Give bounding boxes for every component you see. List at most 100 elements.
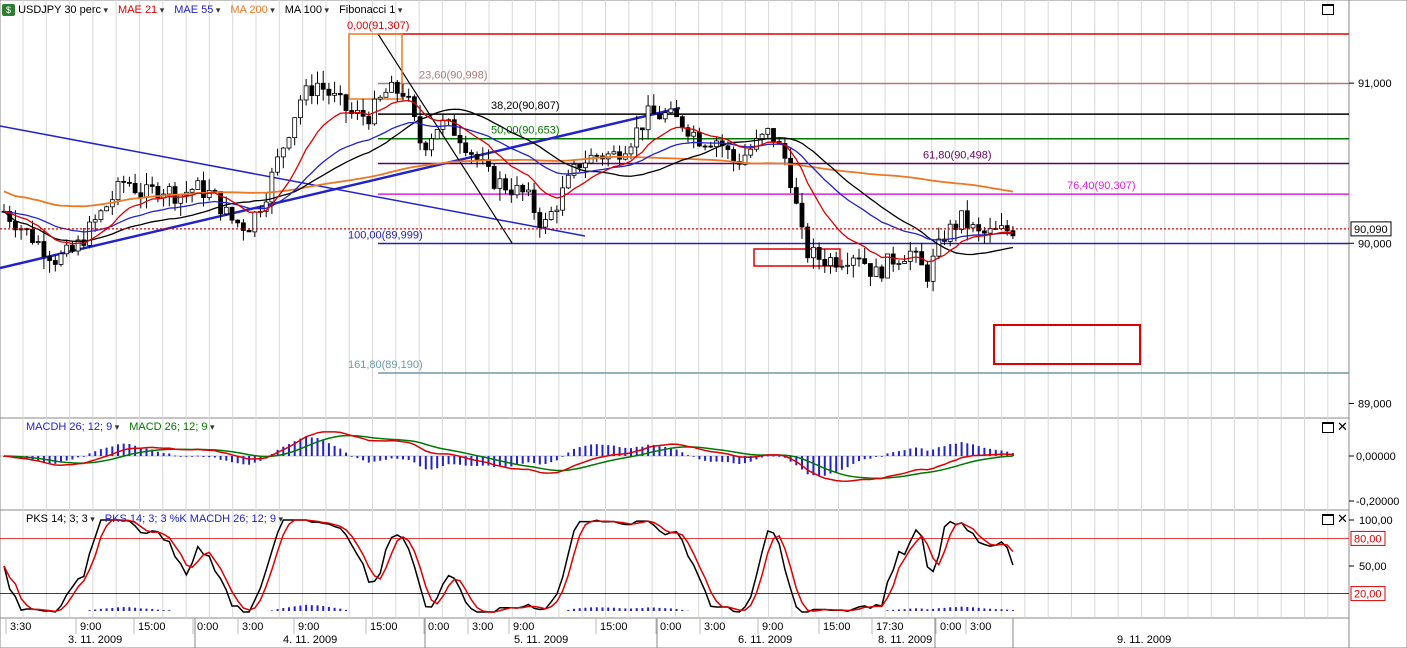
candle-body: [531, 189, 537, 213]
macd-histogram-bar: [744, 456, 746, 464]
macd-histogram-bar: [367, 456, 370, 463]
pks-indicator[interactable]: PKS 14; 3; 3: [26, 513, 95, 525]
candle-body: [947, 223, 953, 242]
macd-histogram-bar: [869, 456, 872, 459]
time-tick-label: 9:00: [762, 621, 783, 633]
maximize-stoch-panel-icon[interactable]: [1322, 514, 1334, 525]
candle-body: [64, 244, 70, 255]
candle-body: [332, 93, 338, 96]
candle-body: [309, 85, 315, 97]
macd-histogram-bar: [356, 456, 359, 459]
time-tick-label: 0:00: [940, 621, 961, 633]
candle-body: [697, 131, 702, 147]
fib-label: 50,00(90,653): [491, 125, 560, 137]
candle-body: [297, 99, 303, 119]
fib-label: 61,80(90,498): [923, 150, 992, 162]
stoch-histogram-bar: [618, 608, 621, 611]
macd-histogram-bar: [145, 448, 148, 456]
stoch-histogram-bar: [949, 607, 952, 611]
macd-histogram-bar: [504, 456, 507, 467]
candle-body: [936, 238, 942, 257]
macd-indicator[interactable]: MACD 26; 12; 9: [129, 421, 214, 433]
candle-body: [856, 257, 862, 260]
macd-histogram-bar: [601, 444, 604, 456]
macd-histogram-bar: [544, 456, 547, 464]
candle-body: [406, 95, 412, 98]
macd-histogram-bar: [573, 448, 575, 456]
macd-histogram-bar: [453, 456, 456, 465]
fib-anchor-line: [377, 33, 513, 244]
pks-macdh-indicator[interactable]: PKS 14; 3; 3 %K MACDH 26; 12; 9: [105, 513, 283, 525]
macd-histogram-bar: [778, 456, 781, 457]
symbol-selector[interactable]: $ USDJPY 30 perc: [0, 4, 108, 16]
stoch-histogram-bar: [1011, 610, 1014, 611]
maximize-main-panel-icon[interactable]: [1322, 4, 1334, 15]
macd-histogram-bar: [761, 456, 764, 458]
candle-body: [87, 221, 92, 246]
macd-histogram-bar: [875, 456, 878, 457]
candle-body: [788, 157, 793, 188]
candle-body: [52, 260, 58, 265]
maximize-macd-panel-icon[interactable]: [1322, 422, 1334, 433]
macd-histogram-bar: [715, 456, 718, 462]
stoch-histogram-bar: [909, 608, 912, 611]
time-tick-label: 0:00: [428, 621, 449, 633]
macd-histogram-bar: [829, 456, 832, 474]
candle-body: [195, 180, 201, 190]
macd-histogram-bar: [977, 446, 980, 456]
candle-body: [201, 180, 206, 198]
macd-histogram-bar: [937, 447, 940, 456]
indicator-mae55[interactable]: MAE 55: [174, 4, 220, 16]
macd-histogram-bar: [897, 451, 900, 456]
candle-body: [70, 244, 75, 252]
date-label: 6. 11. 2009: [738, 634, 792, 646]
candle-body: [999, 225, 1004, 230]
macd-histogram-bar: [373, 456, 376, 462]
candle-body: [326, 88, 332, 96]
candle-body: [206, 190, 212, 198]
indicator-mae21[interactable]: MAE 21: [118, 4, 164, 16]
macd-line: [3, 431, 1013, 483]
candle-body: [189, 189, 195, 193]
macd-histogram-bar: [652, 444, 655, 456]
macd-histogram-bar: [111, 446, 114, 456]
candle-body: [811, 246, 816, 259]
candle-body: [759, 133, 765, 139]
macd-histogram-bar: [94, 451, 97, 456]
macd-histogram-bar: [88, 453, 91, 456]
macd-histogram-bar: [698, 456, 701, 460]
close-macd-panel-icon[interactable]: ✕: [1337, 419, 1348, 434]
candle-body: [771, 128, 776, 142]
fib-label: 23,60(90,998): [419, 69, 488, 81]
candle-body: [503, 178, 509, 191]
macd-histogram-bar: [213, 456, 216, 458]
macd-histogram-bar: [692, 456, 695, 457]
candle-body: [873, 266, 879, 277]
macd-histogram-bar: [687, 455, 689, 456]
close-stoch-panel-icon[interactable]: ✕: [1337, 511, 1348, 526]
candle-body: [976, 224, 982, 232]
candle-body: [913, 250, 919, 253]
indicator-fibonacci[interactable]: Fibonacci 1: [339, 4, 402, 16]
indicator-ma100[interactable]: MA 100: [285, 4, 329, 16]
indicator-toolbar: $ USDJPY 30 perc MAE 21 MAE 55 MA 200 MA…: [0, 2, 402, 18]
macd-histogram-bar: [932, 449, 935, 456]
stoch-histogram-bar: [578, 608, 581, 611]
stoch-histogram-bar: [915, 608, 917, 611]
candle-body: [816, 246, 822, 260]
candle-body: [223, 206, 229, 215]
macd-histogram-bar: [299, 438, 302, 456]
macdh-indicator[interactable]: MACDH 26; 12; 9: [26, 421, 119, 433]
macd-histogram-bar: [823, 456, 826, 476]
candle-body: [987, 228, 993, 234]
indicator-ma200[interactable]: MA 200: [230, 4, 274, 16]
macd-histogram-bar: [812, 456, 815, 476]
candle-body: [320, 82, 326, 90]
stoch-histogram-bar: [590, 607, 593, 611]
price-axis-frame: [1348, 0, 1407, 648]
candle-body: [155, 186, 161, 199]
macd-histogram-bar: [595, 444, 598, 456]
macd-histogram-bar: [339, 448, 342, 456]
candle-body: [263, 201, 269, 212]
stoch-histogram-bar: [139, 608, 142, 611]
